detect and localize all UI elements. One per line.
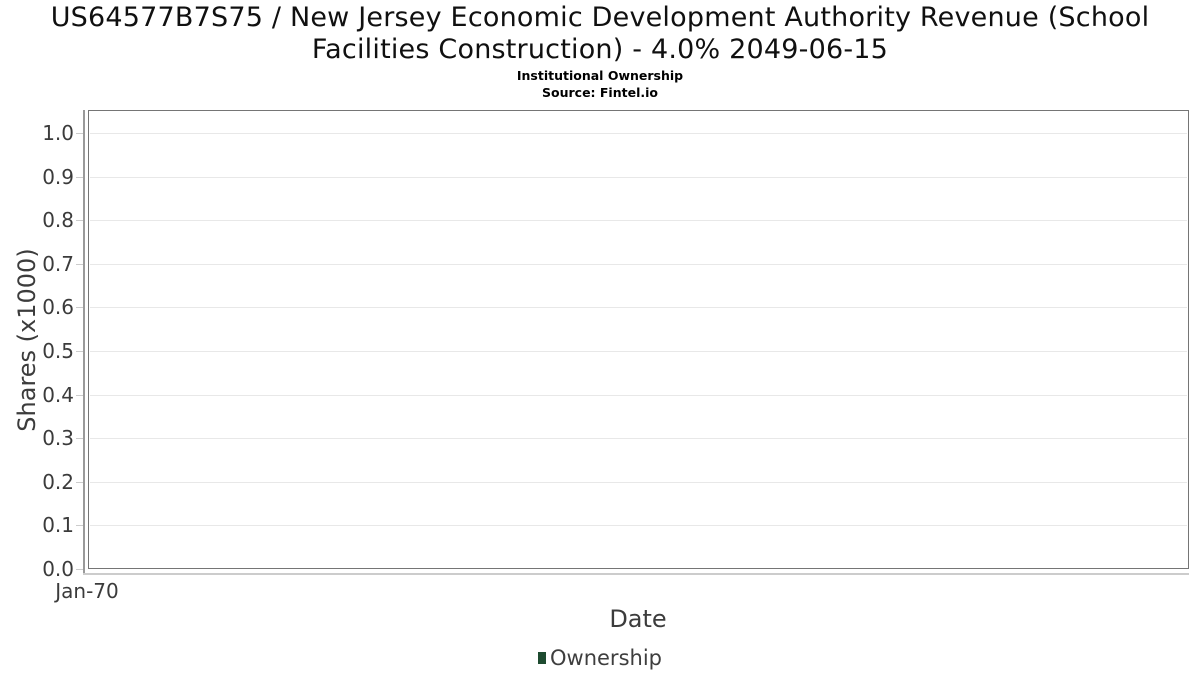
y-grid-line <box>90 525 1187 527</box>
y-grid-line <box>90 438 1187 440</box>
x-axis-line <box>83 573 1189 575</box>
chart-subtitle: Institutional Ownership <box>516 68 684 83</box>
y-grid-line <box>90 307 1187 309</box>
y-tick-mark <box>76 176 83 178</box>
plot-area <box>88 110 1189 569</box>
y-tick-label: 0.7 <box>42 251 74 276</box>
y-tick-mark <box>76 307 83 309</box>
y-tick-label: 0.8 <box>42 208 74 233</box>
y-grid-line <box>90 263 1187 265</box>
y-axis-title-text: Shares (x1000) <box>13 248 41 432</box>
legend: Ownership <box>0 646 1200 670</box>
legend-swatch-ownership <box>538 652 546 664</box>
y-tick-mark <box>76 525 83 527</box>
y-tick-mark <box>76 220 83 222</box>
y-tick-mark <box>76 438 83 440</box>
y-tick-label: 0.2 <box>42 469 74 494</box>
y-grid-line <box>90 220 1187 222</box>
y-tick-label: 0.0 <box>42 557 74 581</box>
x-tick-label: Jan-70 <box>55 579 119 603</box>
y-tick-label: 0.1 <box>42 513 74 538</box>
y-tick-mark <box>76 263 83 265</box>
y-tick-mark <box>76 133 83 134</box>
chart-title: US64577B7S75 / New Jersey Economic Devel… <box>0 2 1200 65</box>
y-tick-label: 0.9 <box>42 164 74 189</box>
y-grid-line <box>90 176 1187 178</box>
y-tick-mark <box>76 351 83 352</box>
y-tick-label: 0.4 <box>42 382 74 407</box>
y-grid-line <box>90 481 1187 483</box>
y-grid-line <box>90 351 1187 352</box>
legend-label-ownership: Ownership <box>550 646 662 670</box>
y-tick-label: 0.5 <box>42 339 74 363</box>
y-axis-line <box>83 110 85 574</box>
chart-title-line2: Facilities Construction) - 4.0% 2049-06-… <box>311 33 889 65</box>
y-tick-mark <box>76 394 83 396</box>
y-grid-line <box>90 133 1187 134</box>
y-tick-label: 1.0 <box>42 121 74 145</box>
y-tick-mark <box>76 481 83 483</box>
chart-title-line1: US64577B7S75 / New Jersey Economic Devel… <box>50 2 1150 33</box>
chart-source-label: Source: Fintel.io <box>542 85 658 100</box>
y-tick-label: 0.3 <box>42 426 74 451</box>
y-tick-mark <box>76 569 83 570</box>
y-tick-label: 0.6 <box>42 295 74 320</box>
x-axis-title: Date <box>609 605 667 633</box>
y-grid-line <box>90 394 1187 396</box>
